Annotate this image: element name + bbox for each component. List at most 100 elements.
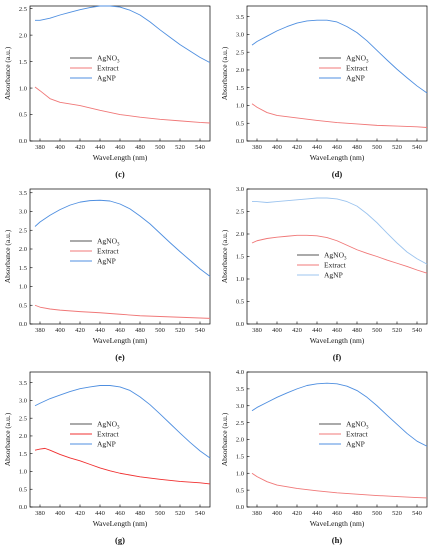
y-tick-label: 1.0 [19,284,27,291]
legend-label-base: AgNO [346,420,367,429]
panel-caption: (e) [115,352,125,362]
x-tick-label: 420 [292,327,302,334]
x-tick-label: 540 [412,144,422,151]
chart-f: 380 400 420 440 460 480 500 520 540 0.0 0.5 1.0 1.5 2… [220,186,428,362]
x-tick-label: 520 [392,144,402,151]
legend-label: Extract [324,261,347,270]
panel-g: 380 400 420 440 460 480 500 520 540 0.0 0.5 1.0 1.5 2… [0,366,216,549]
series-line-agnp [251,382,428,447]
legend-label: AgNO3 [324,251,347,262]
y-tick-label: 2.0 [236,231,244,238]
legend-label: Extract [97,247,120,256]
y-axis-label: Absorbance (a.u.) [3,46,12,100]
series-line-agnp [251,19,428,94]
y-tick-label: 1.5 [236,85,244,92]
series-line-agnp [34,385,211,459]
panel-h: 380 400 420 440 460 480 500 520 540 0.0 0.5 1.0 1.5 2… [217,366,433,549]
y-tick-label: 1.5 [236,454,244,461]
legend-label: Extract [346,64,369,73]
panel-d: 380 400 420 440 460 480 500 520 540 0.0 0.5 1.0 1.5 2… [217,0,433,183]
x-tick-label: 420 [292,144,302,151]
x-tick-label: 400 [55,327,65,334]
legend-label-base: AgNO [346,54,367,63]
x-tick-label: 500 [372,327,382,334]
y-tick-label: 3.5 [236,14,244,21]
panel-caption: (d) [332,169,343,179]
y-axis-label: Absorbance (a.u.) [3,229,12,283]
x-tick-label: 500 [372,144,382,151]
x-tick-label: 480 [352,144,362,151]
legend-label-base: AgNO [97,237,118,246]
y-tick-label: 2.0 [19,246,27,253]
y-tick-label: 0.5 [236,120,244,127]
legend-label: Extract [97,64,120,73]
x-tick-label: 500 [372,510,382,517]
x-tick-label: 420 [75,327,85,334]
y-tick-label: 0.0 [236,138,244,145]
legend-label: AgNP [346,440,365,449]
x-tick-label: 520 [175,327,185,334]
x-tick-label: 400 [272,144,282,151]
x-tick-label: 460 [115,327,125,334]
x-tick-label: 460 [115,144,125,151]
y-tick-label: 3.0 [236,32,244,39]
series-line-extract [251,234,428,274]
x-tick-label: 540 [195,327,205,334]
x-axis-label: WaveLength (nm) [93,519,148,528]
panel-c: 380 400 420 440 460 480 500 520 540 0.0 0.5 1.0 1.5 2… [0,0,216,183]
legend-label-subscript: 3 [117,60,120,65]
y-tick-label: 1.5 [19,451,27,458]
series-line-extract [34,304,211,319]
y-tick-label: 3.0 [19,398,27,405]
panel-caption: (g) [115,535,125,545]
chart-g: 380 400 420 440 460 480 500 520 540 0.0 0.5 1.0 1.5 2… [3,371,211,545]
legend-label: AgNP [97,440,116,449]
panel-caption: (h) [332,535,343,545]
legend-label-subscript: 3 [366,60,369,65]
x-tick-label: 540 [195,510,205,517]
y-tick-label: 0.0 [19,321,27,328]
x-tick-label: 400 [272,327,282,334]
x-tick-label: 520 [175,144,185,151]
y-tick-label: 0.5 [19,486,27,493]
y-tick-label: 2.5 [19,415,27,422]
x-tick-label: 500 [155,327,165,334]
x-tick-label: 500 [155,510,165,517]
x-tick-label: 440 [95,144,105,151]
y-tick-label: 1.0 [236,103,244,110]
x-tick-label: 480 [135,327,145,334]
panel-caption: (f) [333,352,342,362]
x-tick-label: 520 [175,510,185,517]
x-tick-label: 380 [35,144,45,151]
plot-frame [29,188,211,325]
x-tick-label: 380 [252,144,262,151]
y-axis-label: Absorbance (a.u.) [3,412,12,466]
legend-label-base: AgNO [97,54,118,63]
series-line-extract [251,103,428,128]
y-tick-label: 1.0 [19,469,27,476]
legend-label: AgNP [324,271,343,280]
x-tick-label: 380 [252,327,262,334]
y-tick-label: 2.5 [236,209,244,216]
legend-label: AgNP [97,257,116,266]
x-tick-label: 540 [412,327,422,334]
x-tick-label: 480 [352,510,362,517]
legend-label: AgNO3 [346,54,369,65]
x-tick-label: 400 [272,510,282,517]
y-tick-label: 0.0 [19,504,27,511]
chart-h: 380 400 420 440 460 480 500 520 540 0.0 0.5 1.0 1.5 2… [220,369,428,545]
y-tick-label: 1.5 [19,59,27,66]
series-line-extract [251,472,428,499]
chart-e: 380 400 420 440 460 480 500 520 540 0.0 0.5 1.0 1.5 2… [3,188,211,362]
y-tick-label: 2.0 [236,437,244,444]
y-tick-label: 1.0 [19,85,27,92]
legend-label: AgNP [97,74,116,83]
x-tick-label: 460 [332,327,342,334]
x-tick-label: 380 [35,327,45,334]
x-axis-label: WaveLength (nm) [310,519,365,528]
x-tick-label: 440 [95,510,105,517]
legend-label: Extract [97,430,120,439]
legend-label: AgNO3 [346,420,369,431]
x-tick-label: 440 [312,327,322,334]
y-tick-label: 1.5 [19,265,27,272]
